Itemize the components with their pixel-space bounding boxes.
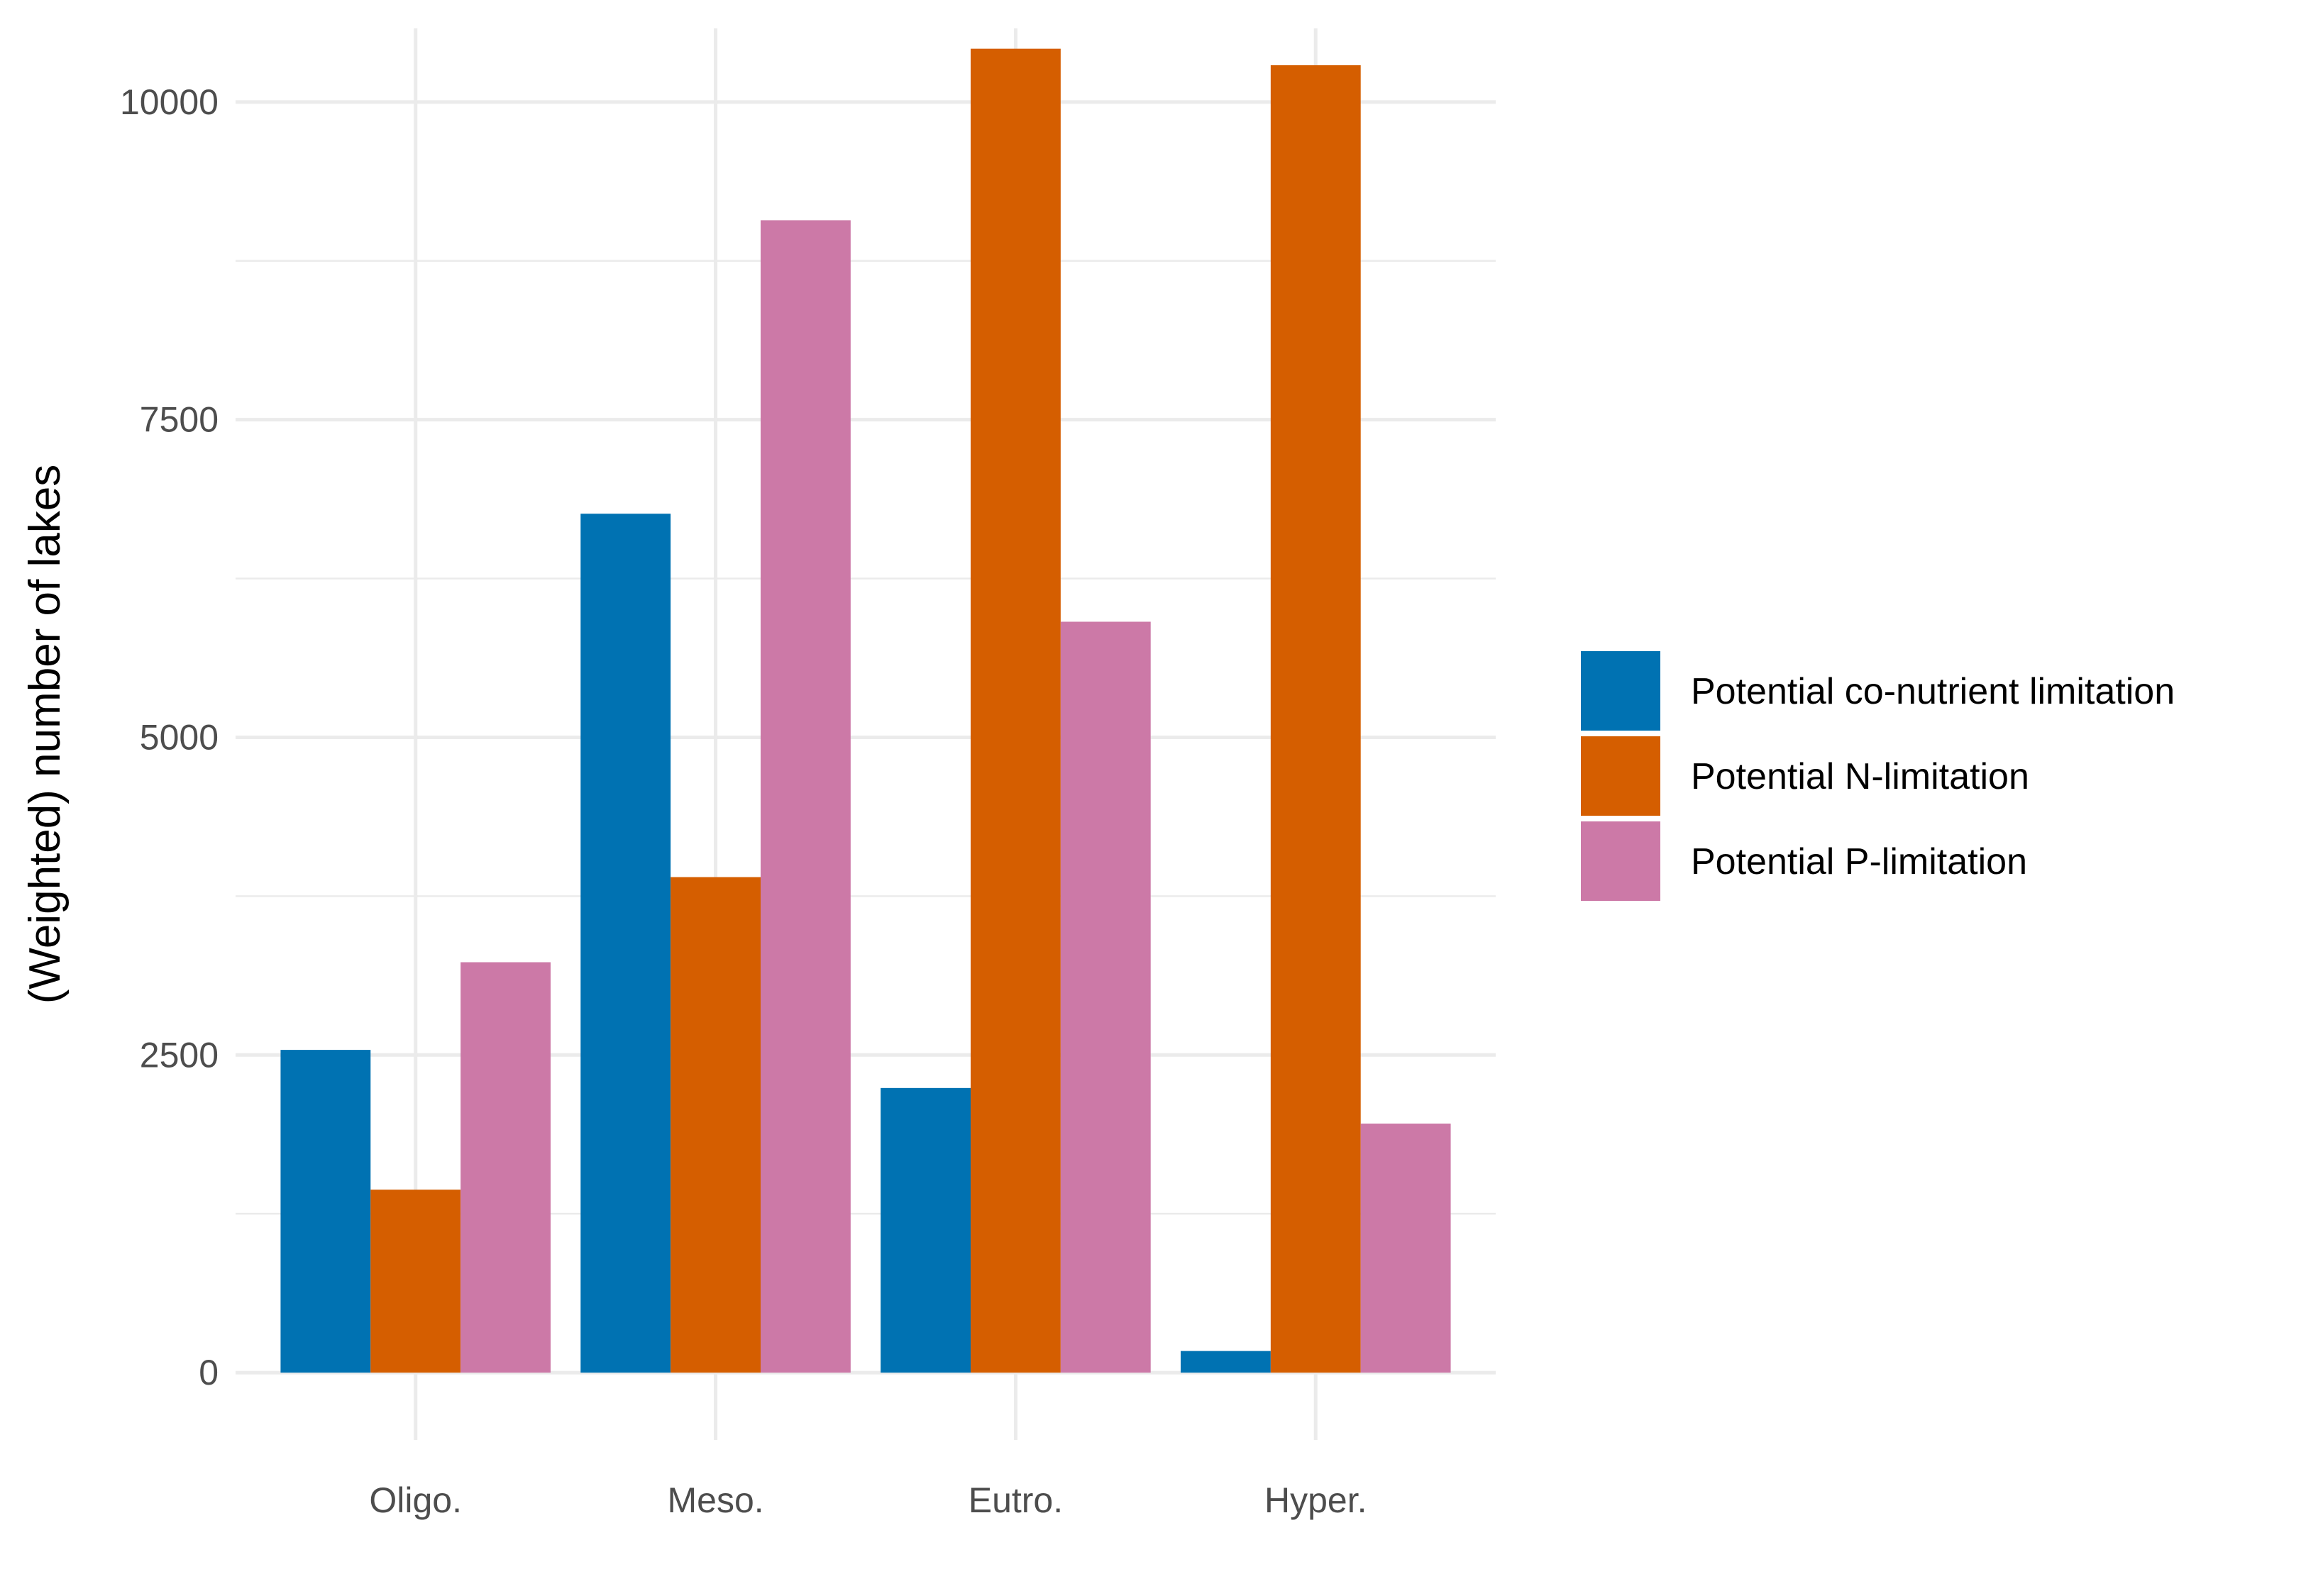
- bar-oligo-series-2: [370, 1190, 461, 1373]
- legend: Potential co-nutrient limitation Potentia…: [1581, 651, 2175, 901]
- bars: [280, 48, 1451, 1373]
- bar-eutro-series-3: [1060, 621, 1151, 1373]
- bar-oligo-series-3: [460, 962, 551, 1373]
- y-tick-label: 0: [199, 1353, 219, 1392]
- y-tick-label: 2500: [140, 1035, 219, 1075]
- x-tick-label: Eutro.: [969, 1480, 1063, 1520]
- legend-label: Potential P-limitation: [1691, 841, 2027, 882]
- legend-key-series-1: [1581, 651, 1660, 731]
- x-axis-ticks: Oligo. Meso. Eutro. Hyper.: [369, 1480, 1367, 1520]
- y-tick-label: 10000: [120, 82, 219, 122]
- legend-label: Potential co-nutrient limitation: [1691, 671, 2175, 712]
- x-tick-label: Hyper.: [1264, 1480, 1367, 1520]
- y-tick-label: 5000: [140, 717, 219, 757]
- bar-meso-series-2: [671, 877, 761, 1373]
- bar-oligo-series-1: [280, 1050, 371, 1373]
- legend-key-series-2: [1581, 736, 1660, 816]
- x-tick-label: Meso.: [667, 1480, 763, 1520]
- bar-eutro-series-2: [971, 48, 1061, 1373]
- bar-meso-series-3: [761, 220, 851, 1373]
- bar-meso-series-1: [580, 514, 671, 1373]
- bar-hyper-series-1: [1181, 1351, 1271, 1373]
- bar-eutro-series-1: [881, 1087, 971, 1373]
- legend-key-series-3: [1581, 821, 1660, 901]
- legend-label: Potential N-limitation: [1691, 756, 2029, 797]
- bar-hyper-series-2: [1270, 65, 1361, 1373]
- y-axis-ticks: 0 2500 5000 7500 10000: [120, 82, 219, 1392]
- y-tick-label: 7500: [140, 400, 219, 440]
- y-axis-title: (Weighted) number of lakes: [21, 465, 70, 1004]
- x-tick-label: Oligo.: [369, 1480, 462, 1520]
- bar-hyper-series-3: [1360, 1123, 1451, 1373]
